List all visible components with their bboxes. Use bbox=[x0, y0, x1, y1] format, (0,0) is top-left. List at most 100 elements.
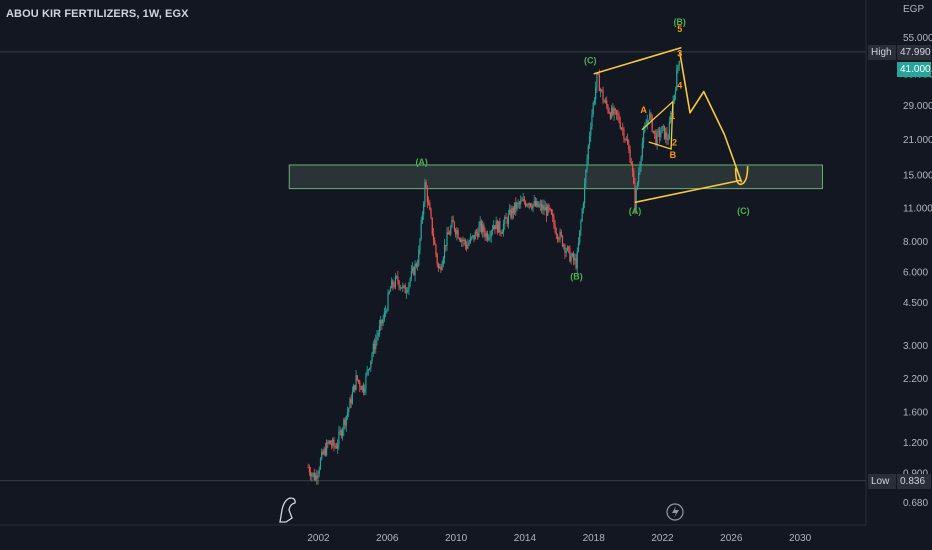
candle-body bbox=[402, 285, 404, 289]
candle-body bbox=[472, 235, 474, 237]
candle-body bbox=[307, 467, 309, 469]
candle-body bbox=[403, 285, 405, 287]
candle-body bbox=[346, 412, 349, 416]
wave-label: 4 bbox=[677, 80, 682, 90]
candle-body bbox=[575, 258, 577, 269]
candle-body bbox=[467, 244, 469, 249]
candle-body bbox=[376, 335, 378, 340]
candle-body bbox=[450, 227, 452, 235]
candle-body bbox=[469, 237, 471, 243]
candle-body bbox=[518, 202, 521, 204]
candle-body bbox=[650, 113, 652, 116]
upper-trendline bbox=[593, 46, 682, 75]
candle-body bbox=[613, 108, 615, 115]
wave-label: 2 bbox=[672, 138, 677, 148]
candle-body bbox=[350, 398, 352, 404]
candle-body bbox=[620, 128, 623, 130]
candle-body bbox=[579, 230, 581, 243]
candle-body bbox=[435, 244, 437, 255]
candle-body bbox=[673, 95, 675, 102]
candle-body bbox=[533, 200, 535, 205]
candle-body bbox=[618, 114, 620, 122]
candle-body bbox=[502, 223, 505, 233]
candle-body bbox=[491, 229, 494, 232]
target-curve bbox=[734, 166, 749, 186]
candle-body bbox=[316, 475, 318, 479]
candle-body bbox=[439, 266, 441, 269]
candle-body bbox=[609, 113, 612, 119]
candle-body bbox=[436, 254, 438, 264]
candle-body bbox=[634, 183, 636, 209]
candle-body bbox=[321, 451, 323, 460]
candle-body bbox=[555, 232, 557, 235]
candle-body bbox=[372, 343, 374, 355]
low-tag-value: 0.836 bbox=[897, 474, 931, 489]
candle-body bbox=[570, 256, 572, 262]
y-tick-label: 55.000 bbox=[903, 33, 932, 44]
candle-body bbox=[466, 244, 468, 249]
candle-body bbox=[585, 170, 587, 183]
candle-body bbox=[547, 205, 549, 216]
candle-body bbox=[615, 110, 618, 114]
candle-body bbox=[442, 257, 444, 265]
candle-body bbox=[335, 447, 338, 449]
candle-body bbox=[510, 209, 512, 218]
candle-body bbox=[596, 73, 598, 88]
candle-body bbox=[678, 60, 680, 66]
candle-body bbox=[343, 419, 345, 430]
candle-body bbox=[642, 131, 645, 143]
inner-wedge bbox=[641, 100, 674, 150]
wave-label: (C) bbox=[584, 56, 597, 66]
candle-body bbox=[389, 288, 392, 292]
candle-body bbox=[308, 467, 311, 473]
candle-body bbox=[666, 132, 668, 141]
candle-body bbox=[365, 374, 367, 389]
candle-body bbox=[534, 200, 537, 207]
candle-body bbox=[348, 408, 350, 413]
candle-body bbox=[359, 381, 361, 387]
candle-body bbox=[427, 202, 430, 203]
candle-body bbox=[622, 128, 624, 130]
candle-body bbox=[525, 202, 527, 207]
candle-body bbox=[593, 100, 596, 103]
candle-body bbox=[485, 233, 487, 238]
wave-label: (A) bbox=[415, 157, 428, 167]
candle-body bbox=[393, 286, 395, 287]
candle-body bbox=[474, 231, 476, 240]
candle-body bbox=[507, 213, 510, 224]
candle-body bbox=[412, 267, 414, 271]
candle-body bbox=[549, 208, 551, 210]
candle-body bbox=[584, 182, 586, 204]
x-tick-label: 2018 bbox=[583, 533, 606, 544]
candle-body bbox=[536, 201, 538, 207]
candle-body bbox=[654, 130, 656, 134]
candle-body bbox=[572, 253, 575, 261]
candle-body bbox=[498, 221, 500, 233]
candle-body bbox=[628, 144, 630, 150]
candle-body bbox=[649, 113, 651, 120]
candle-body bbox=[554, 224, 556, 233]
candle-body bbox=[496, 220, 498, 233]
candle-body bbox=[509, 209, 511, 214]
candle-body bbox=[576, 251, 578, 269]
candle-body bbox=[531, 206, 533, 209]
candle-body bbox=[542, 205, 544, 210]
candle-body bbox=[416, 265, 419, 267]
candle-body bbox=[515, 202, 517, 210]
wave-label: 5 bbox=[677, 24, 682, 34]
candle-body bbox=[638, 172, 640, 183]
candle-body bbox=[326, 442, 328, 456]
candle-body bbox=[566, 246, 569, 251]
candle-body bbox=[663, 125, 666, 139]
candle-body bbox=[548, 205, 550, 209]
candle-body bbox=[532, 204, 534, 209]
candle-body bbox=[394, 276, 397, 287]
y-tick-label: 2.200 bbox=[903, 374, 928, 385]
wave-label: (B) bbox=[673, 17, 686, 27]
candle-body bbox=[667, 139, 669, 141]
candle-body bbox=[429, 202, 431, 210]
candle-body bbox=[563, 244, 565, 247]
candle-body bbox=[470, 236, 473, 238]
candle-body bbox=[556, 234, 559, 239]
